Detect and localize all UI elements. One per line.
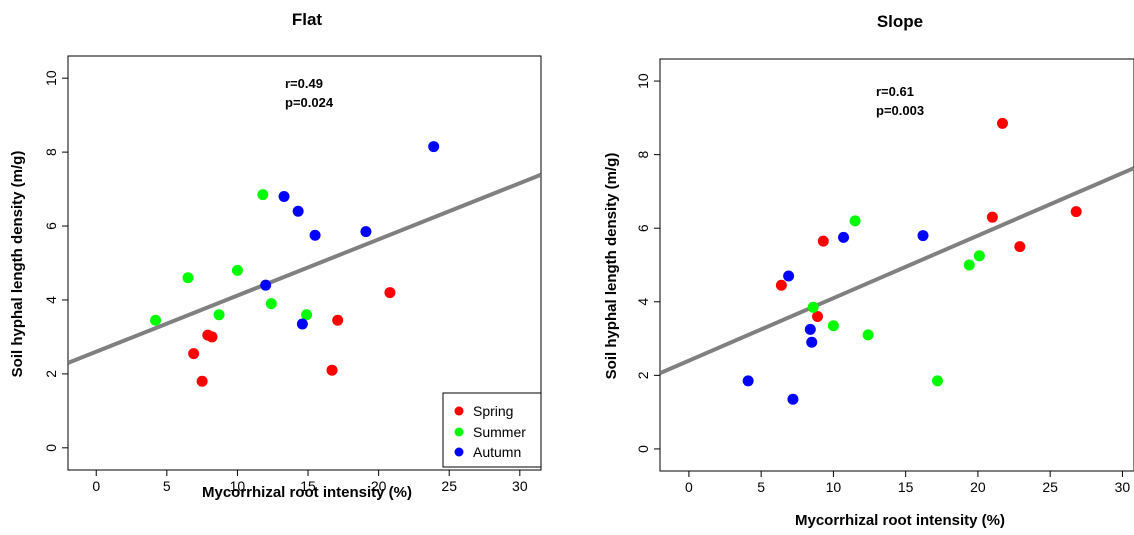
data-point-summer <box>827 320 839 332</box>
x-tick-label: 0 <box>92 478 100 494</box>
legend: Spring Summer Autumn <box>442 392 542 468</box>
regression-line <box>660 166 1134 375</box>
x-tick-label: 15 <box>300 478 316 494</box>
data-point-summer <box>849 215 861 227</box>
legend-marker-summer <box>454 427 464 437</box>
y-axis-label: Soil hyphal length density (m/g) <box>9 151 26 378</box>
x-tick-label: 5 <box>163 478 171 494</box>
y-tick-label: 6 <box>635 224 651 232</box>
data-point-spring <box>996 117 1008 129</box>
data-point-summer <box>257 189 269 201</box>
y-axis-label: Soil hyphal length density (m/g) <box>603 153 620 380</box>
correlation-p-label: p=0.003 <box>876 103 924 118</box>
y-tick-label: 4 <box>43 296 59 304</box>
legend-label-summer: Summer <box>473 424 526 440</box>
data-point-autumn <box>838 231 850 243</box>
data-point-autumn <box>806 336 818 348</box>
x-tick-label: 15 <box>898 479 914 495</box>
data-point-autumn <box>296 318 308 330</box>
x-tick-label: 25 <box>441 478 457 494</box>
x-tick-label: 0 <box>685 479 693 495</box>
correlation-r-label: r=0.49 <box>285 76 323 91</box>
x-tick-label: 25 <box>1042 479 1058 495</box>
data-point-summer <box>963 259 975 271</box>
data-point-summer <box>931 375 943 387</box>
data-point-autumn <box>783 270 795 282</box>
x-tick-label: 20 <box>970 479 986 495</box>
data-point-spring <box>326 364 338 376</box>
data-point-autumn <box>278 190 290 202</box>
y-tick-label: 8 <box>635 151 651 159</box>
data-point-summer <box>862 329 874 341</box>
data-point-summer <box>973 250 985 262</box>
y-tick-label: 0 <box>43 444 59 452</box>
correlation-r-label: r=0.61 <box>876 84 914 99</box>
x-axis-label: Mycorrhizal root intensity (%) <box>795 512 1005 529</box>
plot-area-flat: 0 5 10 15 20 25 30 0 2 4 6 8 10 <box>43 55 542 494</box>
chart-slope: Slope Mycorrhizal root intensity (%) Soi… <box>603 12 1134 529</box>
data-point-summer <box>213 309 225 321</box>
x-tick-label: 10 <box>230 478 246 494</box>
x-tick-label: 10 <box>826 479 842 495</box>
chart-title: Flat <box>292 10 323 29</box>
y-tick-label: 10 <box>43 70 59 86</box>
data-point-autumn <box>292 205 304 217</box>
data-point-autumn <box>428 141 440 153</box>
data-point-spring <box>986 211 998 223</box>
data-point-spring <box>332 314 344 326</box>
data-point-summer <box>182 272 194 284</box>
data-point-spring <box>188 348 200 360</box>
plot-area-slope: 0 5 10 15 20 25 30 0 2 4 6 8 10 <box>635 58 1134 495</box>
data-point-autumn <box>360 226 372 238</box>
data-point-spring <box>775 279 787 291</box>
correlation-p-label: p=0.024 <box>285 95 334 110</box>
data-point-summer <box>231 264 243 276</box>
y-tick-label: 2 <box>635 371 651 379</box>
x-tick-label: 30 <box>1115 479 1131 495</box>
plot-frame <box>67 55 542 471</box>
y-tick-label: 0 <box>635 445 651 453</box>
legend-label-spring: Spring <box>473 403 513 419</box>
data-point-autumn <box>260 279 272 291</box>
data-point-spring <box>1070 206 1082 218</box>
chart-title: Slope <box>877 12 923 31</box>
y-tick-label: 8 <box>43 148 59 156</box>
legend-label-autumn: Autumn <box>473 444 521 460</box>
y-tick-label: 10 <box>635 73 651 89</box>
legend-marker-autumn <box>454 447 464 457</box>
x-tick-label: 20 <box>371 478 387 494</box>
x-tick-label: 5 <box>757 479 765 495</box>
y-tick-label: 2 <box>43 370 59 378</box>
y-tick-label: 4 <box>635 298 651 306</box>
data-point-autumn <box>804 323 816 335</box>
data-point-summer <box>301 309 313 321</box>
plot-frame <box>659 58 1134 472</box>
data-point-spring <box>384 287 396 299</box>
data-point-spring <box>196 375 208 387</box>
data-point-autumn <box>742 375 754 387</box>
y-tick-label: 6 <box>43 222 59 230</box>
regression-line <box>68 172 541 365</box>
data-point-spring <box>206 331 218 343</box>
data-point-spring <box>1014 241 1026 253</box>
data-point-autumn <box>309 229 321 241</box>
data-point-summer <box>807 301 819 313</box>
data-point-spring <box>817 235 829 247</box>
data-point-summer <box>265 298 277 310</box>
x-tick-label: 30 <box>512 478 528 494</box>
data-point-spring <box>812 311 824 322</box>
legend-marker-spring <box>454 406 464 416</box>
data-point-autumn <box>917 230 929 242</box>
data-point-summer <box>150 314 162 326</box>
chart-flat: Flat Mycorrhizal root intensity (%) Soil… <box>9 10 542 501</box>
data-point-autumn <box>787 393 799 405</box>
x-axis-label: Mycorrhizal root intensity (%) <box>202 484 412 501</box>
